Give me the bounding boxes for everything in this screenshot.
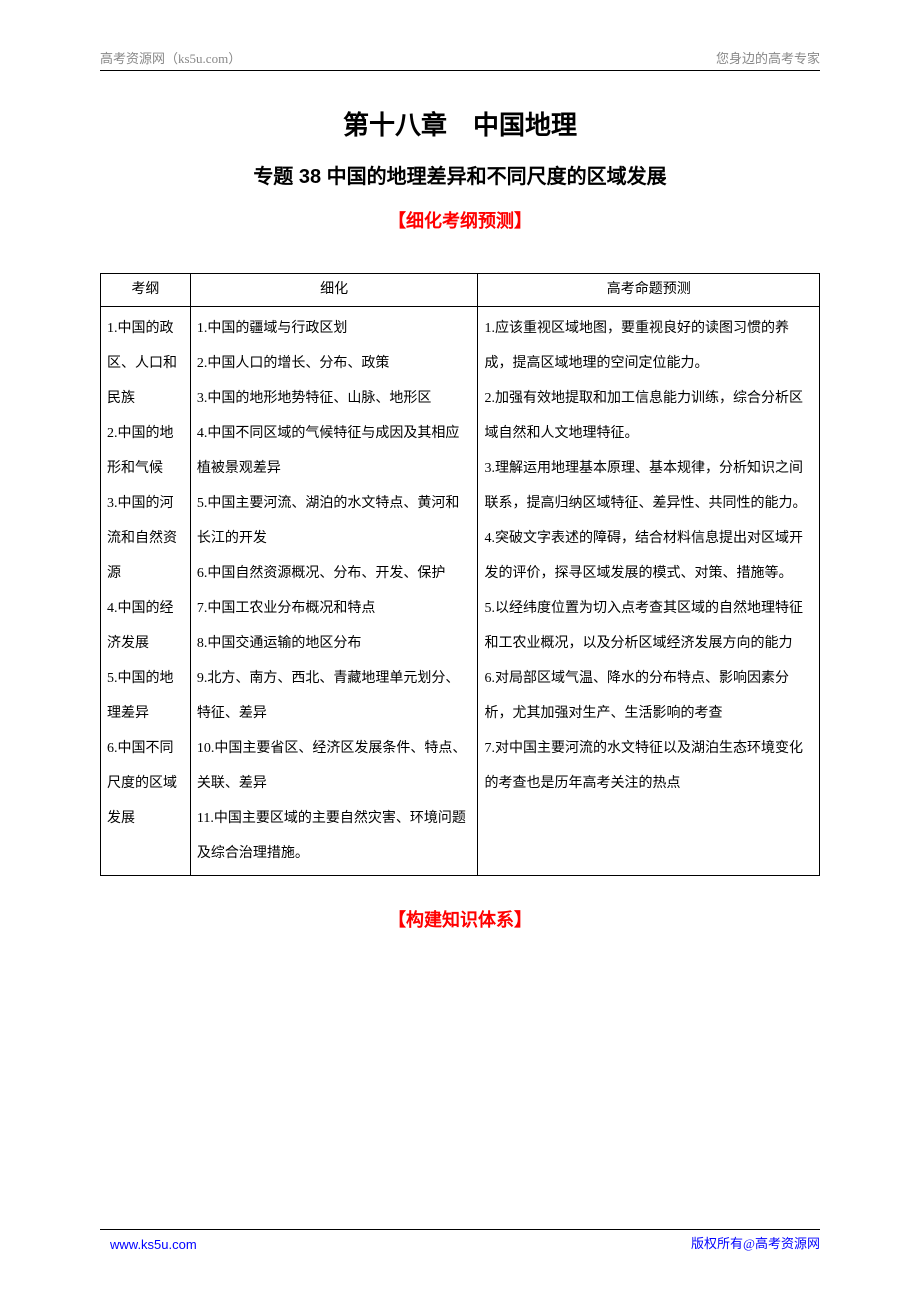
section-header-1: 【细化考纲预测】 [100, 207, 820, 233]
table-header-col3: 高考命题预测 [478, 274, 820, 307]
header-divider [100, 70, 820, 71]
main-content: 第十八章 中国地理 专题 38 中国的地理差异和不同尺度的区域发展 【细化考纲预… [100, 105, 820, 932]
table-row: 1.中国的政区、人口和民族 2.中国的地形和气候 3.中国的河流和自然资源 4.… [101, 306, 820, 875]
syllabus-table: 考纲 细化 高考命题预测 1.中国的政区、人口和民族 2.中国的地形和气候 3.… [100, 273, 820, 876]
footer-left-link[interactable]: www.ks5u.com [110, 1237, 197, 1252]
table-header-col2: 细化 [190, 274, 478, 307]
cell-col2: 1.中国的疆域与行政区划 2.中国人口的增长、分布、政策 3.中国的地形地势特征… [197, 311, 472, 871]
section-header-2: 【构建知识体系】 [100, 906, 820, 932]
topic-title: 专题 38 中国的地理差异和不同尺度的区域发展 [100, 160, 820, 189]
header-right-text: 您身边的高考专家 [716, 48, 820, 67]
footer-right-text: 版权所有@高考资源网 [691, 1233, 820, 1252]
chapter-title: 第十八章 中国地理 [100, 105, 820, 142]
cell-col1: 1.中国的政区、人口和民族 2.中国的地形和气候 3.中国的河流和自然资源 4.… [107, 311, 184, 836]
table-header-col1: 考纲 [101, 274, 191, 307]
header-left-text: 高考资源网（ks5u.com） [100, 48, 241, 67]
footer-divider [100, 1229, 820, 1230]
cell-col3: 1.应该重视区域地图，要重视良好的读图习惯的养成，提高区域地理的空间定位能力。 … [484, 311, 813, 801]
